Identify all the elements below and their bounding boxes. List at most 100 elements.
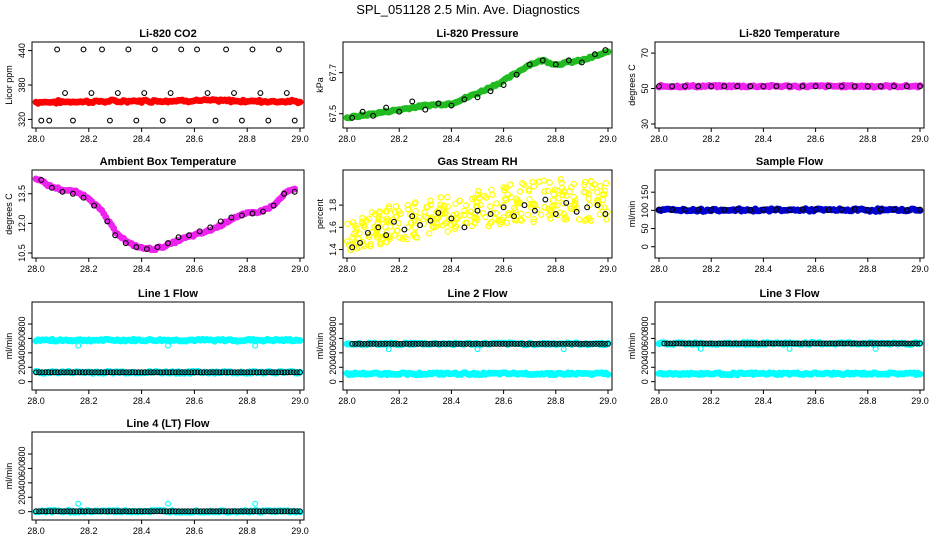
plot-points bbox=[32, 335, 304, 377]
data-point bbox=[475, 195, 483, 202]
data-point bbox=[266, 369, 272, 376]
data-point bbox=[451, 340, 458, 347]
data-point bbox=[661, 340, 668, 347]
data-point bbox=[249, 46, 256, 53]
plot-frame bbox=[31, 431, 305, 521]
y-tick-label: 200 bbox=[17, 490, 27, 505]
series-2.5-min bbox=[656, 206, 923, 213]
data-point bbox=[129, 369, 136, 376]
data-point bbox=[73, 508, 80, 515]
data-point bbox=[160, 508, 167, 515]
data-point bbox=[474, 203, 481, 210]
data-point bbox=[578, 340, 584, 347]
data-point bbox=[101, 369, 108, 376]
data-point bbox=[70, 117, 76, 124]
x-tick-label: 28.8 bbox=[859, 264, 877, 274]
data-point bbox=[427, 201, 434, 209]
plot-frame bbox=[654, 301, 925, 391]
x-tick-label: 28.8 bbox=[238, 396, 256, 406]
y-axis-label: degrees C bbox=[627, 64, 637, 106]
data-point bbox=[386, 205, 393, 212]
data-point bbox=[670, 340, 677, 347]
data-point bbox=[444, 228, 452, 235]
data-point bbox=[120, 369, 126, 376]
data-point bbox=[51, 508, 58, 515]
data-point bbox=[266, 508, 272, 515]
data-point bbox=[151, 508, 157, 515]
data-point bbox=[385, 340, 392, 347]
data-point bbox=[604, 371, 612, 378]
data-point bbox=[550, 340, 557, 347]
x-tick-label: 28.2 bbox=[390, 396, 408, 406]
x-tick-label: 28.4 bbox=[133, 396, 151, 406]
data-point bbox=[426, 230, 433, 237]
data-point bbox=[685, 340, 692, 347]
data-point bbox=[572, 197, 579, 204]
data-point bbox=[191, 508, 198, 515]
data-point bbox=[721, 206, 728, 213]
data-point bbox=[371, 223, 378, 231]
data-point bbox=[360, 241, 367, 248]
x-tick-label: 29.0 bbox=[599, 134, 617, 144]
data-point bbox=[132, 369, 139, 376]
data-point bbox=[487, 211, 494, 217]
data-point bbox=[706, 340, 713, 347]
data-point bbox=[773, 83, 780, 90]
data-point bbox=[33, 508, 39, 515]
data-point bbox=[602, 179, 610, 187]
data-point bbox=[682, 340, 689, 347]
data-point bbox=[143, 246, 150, 253]
data-point bbox=[207, 224, 214, 231]
series-2.5-min bbox=[38, 46, 298, 124]
data-point bbox=[442, 340, 449, 347]
data-point bbox=[538, 340, 545, 347]
panel-pressure: Li-820 Pressure 28.0 28.2 28.4 28.6 28.8 29.0 6… bbox=[315, 28, 617, 144]
data-point bbox=[445, 340, 452, 347]
data-point bbox=[36, 369, 43, 376]
data-point bbox=[424, 340, 431, 347]
data-point bbox=[838, 83, 845, 90]
data-point bbox=[120, 508, 126, 515]
data-point bbox=[98, 508, 105, 515]
data-point bbox=[373, 340, 380, 347]
data-point bbox=[409, 213, 416, 220]
data-point bbox=[54, 369, 61, 376]
x-tick-label: 28.8 bbox=[238, 134, 256, 144]
data-point bbox=[197, 508, 204, 515]
y-tick-label: 600 bbox=[328, 331, 338, 346]
data-point bbox=[231, 369, 238, 376]
data-point bbox=[587, 177, 595, 185]
data-point bbox=[516, 188, 524, 195]
data-point bbox=[104, 369, 111, 376]
data-point bbox=[786, 345, 793, 352]
data-point bbox=[89, 508, 95, 515]
data-point bbox=[823, 340, 830, 347]
series-outliers bbox=[75, 500, 259, 507]
data-point bbox=[259, 508, 266, 515]
data-point bbox=[349, 234, 356, 241]
plot-frame bbox=[342, 41, 613, 129]
x-tick-label: 28.6 bbox=[186, 526, 204, 536]
data-point bbox=[893, 340, 899, 347]
data-point bbox=[281, 508, 288, 515]
data-point bbox=[234, 508, 241, 515]
data-point bbox=[603, 216, 610, 223]
data-point bbox=[290, 369, 297, 376]
data-point bbox=[91, 202, 98, 209]
panels: Li-820 CO2 28.0 28.2 28.4 28.6 28.8 29.0 320 380… bbox=[4, 28, 929, 536]
data-point bbox=[700, 340, 707, 347]
data-point bbox=[748, 340, 755, 347]
series-min-ave-low bbox=[343, 369, 612, 379]
data-point bbox=[521, 202, 528, 209]
data-point bbox=[769, 340, 776, 347]
data-point bbox=[210, 508, 216, 515]
data-point bbox=[510, 204, 518, 212]
data-point bbox=[64, 508, 70, 515]
data-point bbox=[457, 340, 464, 347]
data-point bbox=[160, 369, 167, 376]
panel-title: Gas Stream RH bbox=[437, 156, 517, 168]
x-tick-label: 29.0 bbox=[911, 264, 929, 274]
data-point bbox=[404, 205, 412, 213]
data-point bbox=[664, 340, 671, 347]
data-point bbox=[222, 369, 229, 376]
